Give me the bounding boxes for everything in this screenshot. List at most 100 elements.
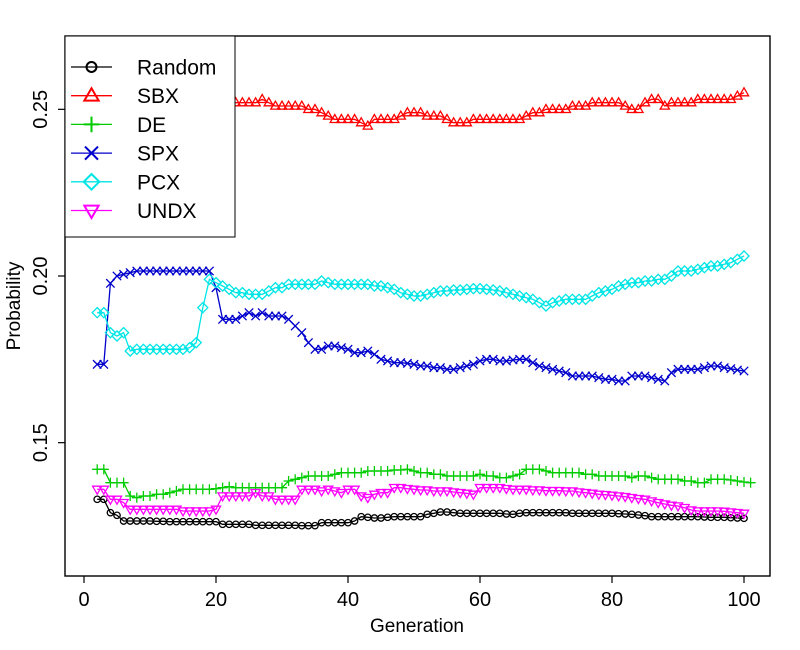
data-point [606,491,618,502]
data-point [447,488,460,499]
data-point [646,373,657,383]
data-point [368,113,381,124]
data-point [587,469,598,480]
data-point [342,113,354,124]
data-point [626,472,637,483]
data-point [467,113,480,124]
data-point [731,508,744,519]
data-point [388,283,401,296]
data-point [414,486,427,497]
data-point [480,483,493,494]
data-point [382,465,393,477]
data-point [250,311,261,321]
series-line-pcx [97,255,745,352]
data-point [672,474,684,485]
data-point [297,328,307,338]
data-point [376,354,386,364]
data-point [620,376,630,386]
data-point [462,361,472,371]
data-point [593,490,605,501]
data-point [164,505,176,516]
data-point [381,113,394,124]
data-point [117,326,130,339]
legend-marker-shape [85,61,98,73]
data-point [204,266,215,276]
data-point [236,286,249,299]
data-point [368,490,381,501]
data-point [488,470,499,482]
data-point [350,517,359,525]
data-point [534,464,545,475]
x-tick-label: 100 [727,589,760,611]
data-point [495,356,505,366]
data-point [264,311,274,321]
data-point [414,290,427,302]
x-tick-label: 20 [205,589,227,611]
data-point [416,512,425,521]
data-point [402,464,413,475]
data-point [606,96,618,107]
data-point [217,314,228,324]
data-point [184,266,195,276]
data-point [277,311,287,321]
data-point [210,276,222,289]
data-point [230,492,242,503]
series-spx [92,266,749,386]
data-point [97,306,110,319]
data-point [494,483,506,494]
data-point [738,250,750,262]
data-point [467,490,480,501]
data-point [442,364,452,374]
data-point [645,275,658,287]
x-tick-label: 40 [337,589,359,611]
data-point [329,113,341,124]
legend-item-spx: SPX [71,143,179,166]
data-point [678,96,691,107]
data-point [224,314,234,324]
legend-marker-shape [83,116,100,133]
data-point [118,477,129,488]
data-point [514,354,525,364]
data-point [711,260,724,272]
data-point [212,517,220,526]
data-point [263,96,275,107]
data-point [645,497,658,508]
legend-label: UNDX [137,200,197,223]
data-point [573,467,585,478]
data-point [283,475,294,487]
data-point [435,469,446,480]
data-point [738,509,750,520]
data-point [718,507,730,518]
data-point [672,96,684,107]
data-point [441,113,453,124]
data-point [315,487,328,498]
data-point [164,487,175,498]
data-point [335,488,348,499]
data-point [243,96,255,107]
data-point [270,311,281,321]
data-point [421,288,434,301]
legend-item-de: DE [71,114,166,137]
data-point [692,507,704,518]
data-point [685,506,697,517]
legend-marker-shape [82,204,101,220]
data-point [329,487,341,498]
axes-layer: 0 20 40 60 80 100 0.15 0.20 0.25 [30,90,761,611]
data-point [381,281,394,294]
data-point [343,344,353,354]
data-point [196,301,209,314]
data-point [514,469,525,480]
data-point [124,345,137,357]
data-point [276,482,288,493]
data-point [408,485,420,496]
data-point [203,507,216,518]
data-point [323,470,334,482]
data-point [389,358,399,368]
data-point [144,490,156,502]
data-point [132,266,142,276]
data-point [740,514,748,523]
data-point [698,507,711,518]
data-point [106,508,115,517]
data-point [289,99,301,110]
